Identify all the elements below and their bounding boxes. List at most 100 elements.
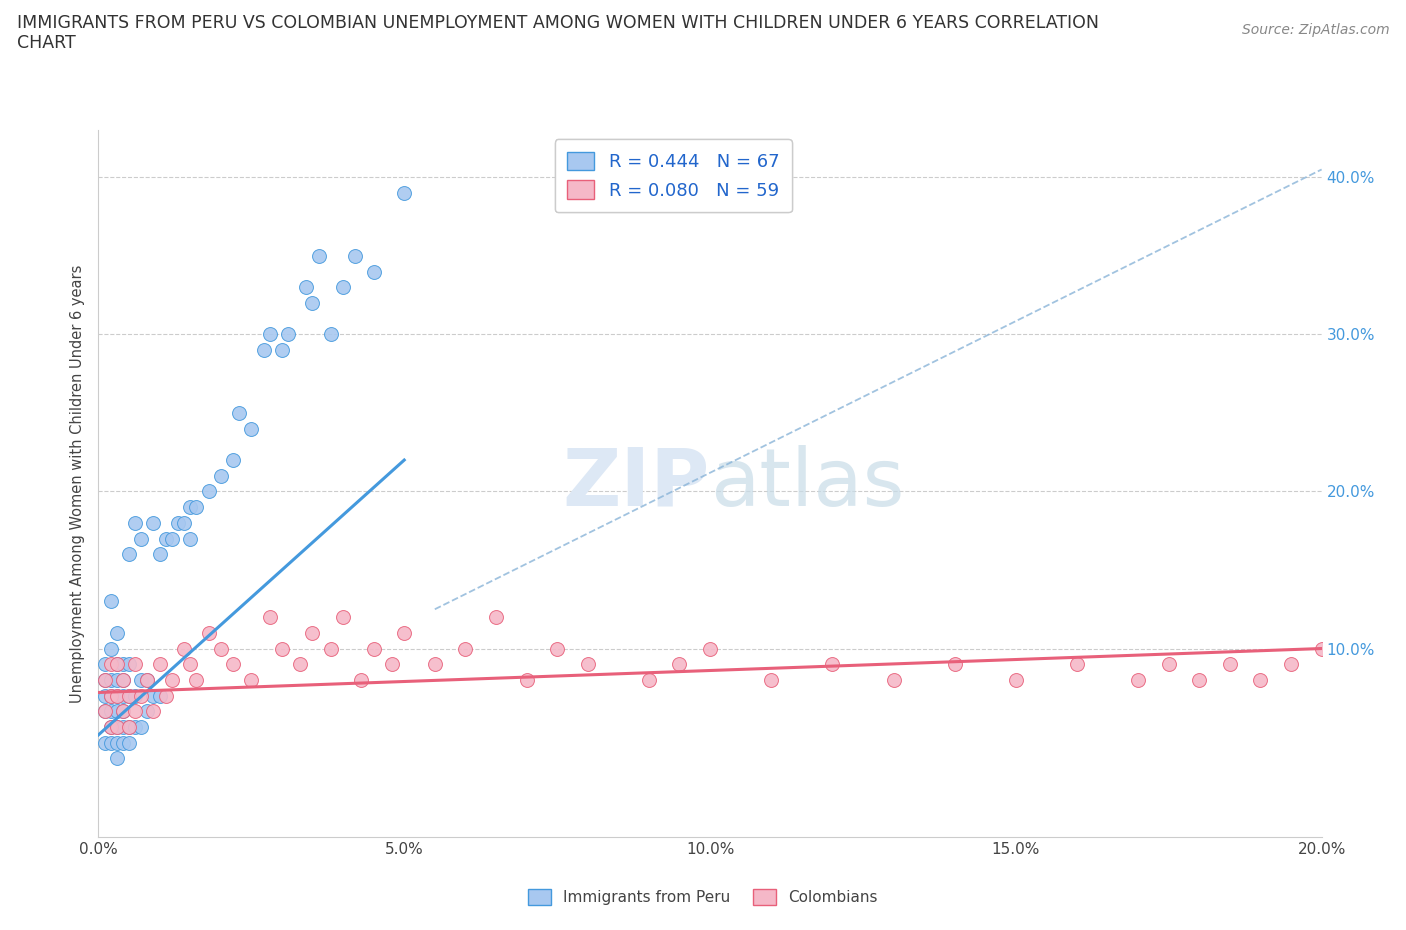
- Point: [381, 657, 404, 671]
- Point: [1004, 672, 1026, 687]
- Point: [111, 688, 134, 703]
- Point: [100, 720, 122, 735]
- Point: [209, 469, 232, 484]
- Point: [105, 688, 128, 703]
- Point: [93, 672, 115, 687]
- Point: [111, 704, 134, 719]
- Point: [186, 672, 208, 687]
- Point: [105, 704, 128, 719]
- Point: [124, 657, 146, 671]
- Point: [118, 736, 141, 751]
- Point: [105, 672, 128, 687]
- Point: [1219, 657, 1241, 671]
- Point: [240, 421, 263, 436]
- Point: [173, 515, 195, 530]
- Point: [111, 657, 134, 671]
- Point: [301, 296, 323, 311]
- Point: [179, 531, 201, 546]
- Point: [129, 720, 152, 735]
- Legend: R = 0.444   N = 67, R = 0.080   N = 59: R = 0.444 N = 67, R = 0.080 N = 59: [554, 140, 792, 212]
- Point: [111, 704, 134, 719]
- Point: [637, 672, 661, 687]
- Point: [222, 453, 245, 468]
- Point: [105, 657, 128, 671]
- Point: [308, 248, 330, 263]
- Point: [454, 641, 477, 656]
- Point: [129, 531, 152, 546]
- Point: [186, 499, 208, 514]
- Point: [105, 625, 128, 640]
- Point: [136, 672, 159, 687]
- Point: [111, 672, 134, 687]
- Point: [124, 688, 146, 703]
- Point: [485, 610, 508, 625]
- Point: [111, 672, 134, 687]
- Point: [344, 248, 367, 263]
- Point: [179, 499, 201, 514]
- Point: [363, 641, 385, 656]
- Point: [392, 625, 416, 640]
- Point: [100, 594, 122, 609]
- Legend: Immigrants from Peru, Colombians: Immigrants from Peru, Colombians: [520, 882, 886, 913]
- Point: [392, 186, 416, 201]
- Point: [142, 688, 165, 703]
- Point: [270, 641, 292, 656]
- Point: [93, 736, 115, 751]
- Text: CHART: CHART: [17, 34, 76, 52]
- Point: [943, 657, 966, 671]
- Point: [259, 610, 281, 625]
- Point: [1128, 672, 1150, 687]
- Point: [93, 704, 115, 719]
- Point: [149, 688, 172, 703]
- Point: [423, 657, 446, 671]
- Point: [149, 547, 172, 562]
- Point: [155, 688, 177, 703]
- Point: [118, 720, 141, 735]
- Point: [129, 688, 152, 703]
- Text: IMMIGRANTS FROM PERU VS COLOMBIAN UNEMPLOYMENT AMONG WOMEN WITH CHILDREN UNDER 6: IMMIGRANTS FROM PERU VS COLOMBIAN UNEMPL…: [17, 14, 1099, 32]
- Point: [160, 531, 183, 546]
- Point: [142, 515, 165, 530]
- Point: [173, 641, 195, 656]
- Point: [100, 704, 122, 719]
- Point: [270, 342, 292, 357]
- Point: [290, 657, 312, 671]
- Point: [301, 625, 323, 640]
- Point: [93, 672, 115, 687]
- Point: [363, 264, 385, 279]
- Point: [1279, 657, 1302, 671]
- Point: [252, 342, 274, 357]
- Point: [124, 515, 146, 530]
- Point: [167, 515, 190, 530]
- Point: [105, 736, 128, 751]
- Point: [111, 720, 134, 735]
- Point: [332, 610, 354, 625]
- Point: [124, 720, 146, 735]
- Point: [136, 672, 159, 687]
- Point: [197, 484, 219, 498]
- Point: [319, 327, 342, 342]
- Point: [124, 704, 146, 719]
- Point: [759, 672, 782, 687]
- Point: [93, 657, 115, 671]
- Point: [100, 720, 122, 735]
- Point: [546, 641, 568, 656]
- Point: [209, 641, 232, 656]
- Point: [295, 280, 318, 295]
- Point: [277, 327, 299, 342]
- Point: [100, 736, 122, 751]
- Point: [699, 641, 721, 656]
- Point: [100, 641, 122, 656]
- Point: [149, 657, 172, 671]
- Point: [155, 531, 177, 546]
- Point: [350, 672, 373, 687]
- Text: ZIP: ZIP: [562, 445, 710, 523]
- Point: [197, 625, 219, 640]
- Point: [259, 327, 281, 342]
- Point: [100, 688, 122, 703]
- Point: [118, 657, 141, 671]
- Point: [118, 688, 141, 703]
- Point: [668, 657, 690, 671]
- Point: [118, 720, 141, 735]
- Point: [1157, 657, 1180, 671]
